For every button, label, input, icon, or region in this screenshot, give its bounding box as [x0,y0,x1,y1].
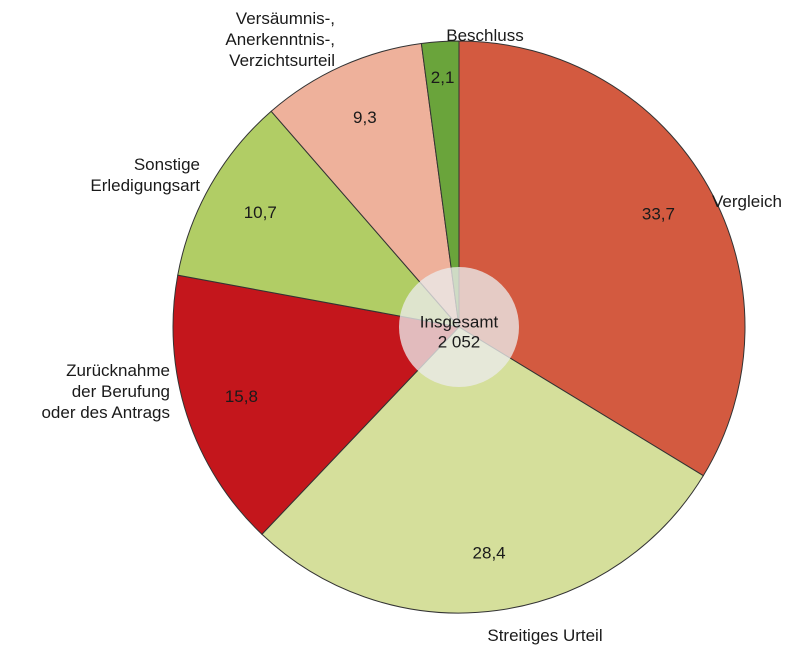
category-label: Beschluss [446,26,523,45]
pie-slice [177,110,461,328]
pie-slice [420,40,460,328]
category-label-line: der Berufung [72,382,170,401]
category-label-line: Anerkenntnis-, [225,30,335,49]
category-label: Streitiges Urteil [487,626,602,645]
value-label: 9,3 [353,108,377,127]
center-label: 2 052 [438,332,481,351]
category-label-line: Verzichtsurteil [229,51,335,70]
pie-slice [458,40,746,477]
pie-slice [172,274,460,535]
category-label-line: Erledigungsart [90,176,200,195]
center-disc [399,267,519,387]
category-label-line: Beschluss [446,26,523,45]
category-label-line: Versäumnis-, [236,9,335,28]
value-label: 33,7 [642,204,675,223]
category-label: Versäumnis-, Anerkenntnis-, Verzichtsurtei… [225,9,335,70]
category-label-line: Zurücknahme [66,361,170,380]
category-label: Zurücknahme der Berufung oder des Antrags [41,361,170,422]
value-label: 2,1 [431,68,455,87]
category-label-line: Sonstige [134,155,200,174]
value-label: 10,7 [244,203,277,222]
category-label-line: Vergleich [712,192,782,211]
category-label: Vergleich [712,192,782,211]
category-label: Sonstige Erledigungsart [90,155,200,195]
pie-slice [270,42,460,329]
value-label: 28,4 [473,543,506,562]
center-label: Insgesamt [420,312,499,331]
value-label: 15,8 [225,387,258,406]
category-label-line: oder des Antrags [41,403,170,422]
pie-slice [261,326,705,614]
category-label-line: Streitiges Urteil [487,626,602,645]
